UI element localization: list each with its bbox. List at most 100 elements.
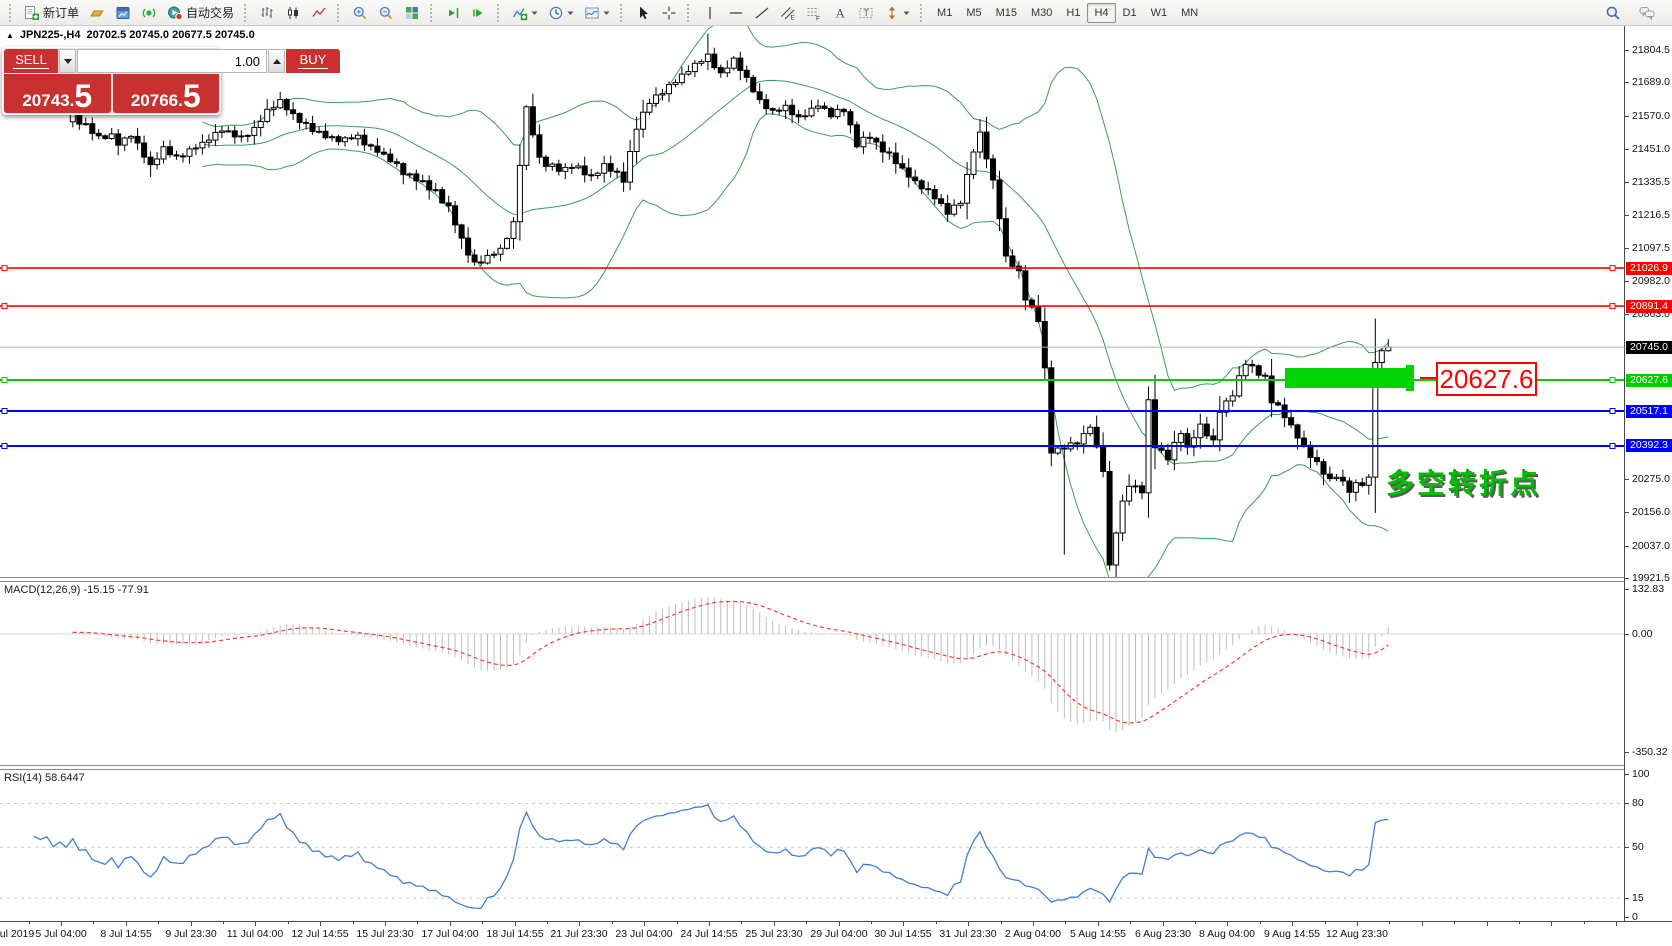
buy-price-dot: . bbox=[178, 91, 183, 110]
buy-button[interactable]: BUY bbox=[286, 49, 340, 73]
time-tick bbox=[61, 922, 62, 926]
chart-collapse-icon[interactable]: ▲ bbox=[6, 30, 14, 40]
autotrading-button[interactable]: 自动交易 bbox=[162, 2, 239, 24]
support-line-1[interactable] bbox=[0, 408, 1624, 414]
timeframe-m5-button[interactable]: M5 bbox=[959, 3, 988, 23]
time-tick-label: 18 Jul 14:55 bbox=[486, 928, 544, 940]
timeframe-h1-button[interactable]: H1 bbox=[1059, 3, 1087, 23]
zoom-in-button[interactable] bbox=[347, 2, 373, 24]
indicators-button[interactable] bbox=[507, 2, 543, 24]
arrows-button[interactable] bbox=[879, 2, 915, 24]
timeframe-m15-button[interactable]: M15 bbox=[989, 3, 1024, 23]
new-order-icon bbox=[24, 5, 40, 21]
svg-text:T: T bbox=[864, 8, 870, 18]
line-price-label: 20627.6 bbox=[1626, 374, 1672, 387]
support-zone-rectangle[interactable] bbox=[1285, 368, 1414, 388]
timeframe-h4-button[interactable]: H4 bbox=[1087, 2, 1116, 23]
rsi-subwindow-canvas[interactable] bbox=[0, 770, 1624, 921]
main-chart-canvas[interactable] bbox=[0, 26, 1624, 577]
chat-button[interactable] bbox=[1634, 2, 1660, 24]
trendline-icon bbox=[754, 5, 770, 21]
signal-button[interactable] bbox=[136, 2, 162, 24]
timeframe-m1-button[interactable]: M1 bbox=[930, 3, 959, 23]
channel-button[interactable]: E bbox=[775, 2, 801, 24]
candles-icon bbox=[285, 5, 301, 21]
resistance-line-1[interactable] bbox=[0, 265, 1624, 272]
text-label-icon: T bbox=[858, 5, 874, 21]
chart-window-button[interactable] bbox=[110, 2, 136, 24]
chart-ohlc-values: 20702.5 20745.0 20677.5 20745.0 bbox=[86, 29, 255, 41]
sell-price-fraction: 5 bbox=[74, 78, 93, 114]
axis-tick bbox=[1625, 634, 1629, 635]
toolbar-grip bbox=[244, 3, 251, 22]
axis-tick bbox=[1625, 774, 1629, 775]
resistance-line-2[interactable] bbox=[0, 303, 1624, 310]
time-tick bbox=[1098, 922, 1099, 926]
timeframe-d1-button[interactable]: D1 bbox=[1116, 3, 1144, 23]
timeframe-w1-button[interactable]: W1 bbox=[1144, 3, 1175, 23]
sell-price-main: 20743 bbox=[22, 91, 70, 110]
rsi-line bbox=[33, 804, 1389, 909]
axis-tick bbox=[1625, 917, 1629, 918]
time-tick bbox=[1260, 922, 1261, 924]
volume-decrease-button[interactable] bbox=[59, 49, 76, 73]
zone-price-callout[interactable]: 20627.6 bbox=[1436, 362, 1537, 396]
turning-point-annotation[interactable]: 多空转折点 bbox=[1386, 468, 1542, 499]
trendline-button[interactable] bbox=[749, 2, 775, 24]
gold-button[interactable] bbox=[84, 2, 110, 24]
fibonacci-button[interactable]: F bbox=[801, 2, 827, 24]
text-button[interactable]: A bbox=[827, 2, 853, 24]
crosshair-button[interactable] bbox=[656, 2, 682, 24]
time-tick-label: 25 Jul 23:30 bbox=[745, 928, 803, 940]
volume-input[interactable] bbox=[77, 49, 267, 73]
cursor-button[interactable] bbox=[630, 2, 656, 24]
timeframe-mn-button[interactable]: MN bbox=[1174, 3, 1205, 23]
time-tick bbox=[320, 922, 321, 926]
templates-button[interactable] bbox=[579, 2, 615, 24]
support-zone-handle[interactable] bbox=[1406, 365, 1414, 391]
price-tick-label: 50 bbox=[1632, 841, 1644, 853]
tile-windows-button[interactable] bbox=[399, 2, 425, 24]
time-tick-label: 24 Jul 14:55 bbox=[680, 928, 738, 940]
time-tick bbox=[968, 922, 969, 926]
line-chart-button[interactable] bbox=[306, 2, 332, 24]
periods-button[interactable] bbox=[543, 2, 579, 24]
chart-shift-button[interactable] bbox=[440, 2, 466, 24]
text-label-button[interactable]: T bbox=[853, 2, 879, 24]
callout-connector-line bbox=[1420, 377, 1436, 379]
timeframe-m30-button[interactable]: M30 bbox=[1024, 3, 1059, 23]
toolbar: 新订单 自动交易 E F A T M1 M5 M15 M30 H1 H4 D1 W1 MN bbox=[0, 0, 1672, 26]
volume-increase-button[interactable] bbox=[268, 49, 285, 73]
zoom-in-icon bbox=[352, 5, 368, 21]
sell-price-button[interactable]: 20743. 5 bbox=[4, 74, 111, 113]
toolbar-grip bbox=[920, 3, 927, 22]
axis-tick bbox=[1625, 803, 1629, 804]
auto-scroll-button[interactable] bbox=[466, 2, 492, 24]
fibo-icon: F bbox=[806, 5, 822, 21]
support-line-2[interactable] bbox=[0, 443, 1624, 449]
new-order-button[interactable]: 新订单 bbox=[19, 2, 84, 24]
price-tick-label: 21216.5 bbox=[1632, 209, 1670, 221]
price-axis[interactable]: 21804.5 21689.0 21570.0 21451.0 21335.5 21216… bbox=[1624, 26, 1672, 923]
search-button[interactable] bbox=[1600, 2, 1626, 24]
chevron-down-icon bbox=[603, 5, 610, 21]
time-tick-label: 17 Jul 04:00 bbox=[421, 928, 479, 940]
bars-chart-button[interactable] bbox=[254, 2, 280, 24]
time-tick bbox=[1195, 922, 1196, 924]
line-price-label: 20517.1 bbox=[1626, 405, 1672, 418]
svg-text:A: A bbox=[836, 5, 846, 20]
vertical-line-button[interactable] bbox=[697, 2, 723, 24]
window-separator[interactable] bbox=[0, 765, 1624, 770]
buy-price-button[interactable]: 20766. 5 bbox=[112, 74, 219, 113]
time-tick bbox=[677, 922, 678, 924]
window-separator[interactable] bbox=[0, 577, 1624, 582]
macd-subwindow-canvas[interactable] bbox=[0, 582, 1624, 765]
price-tick-label: 21689.0 bbox=[1632, 76, 1670, 88]
zoom-out-button[interactable] bbox=[373, 2, 399, 24]
time-tick bbox=[158, 922, 159, 924]
sell-button[interactable]: SELL bbox=[4, 49, 58, 73]
candlestick-chart-button[interactable] bbox=[280, 2, 306, 24]
time-tick bbox=[29, 922, 30, 924]
horizontal-line-button[interactable] bbox=[723, 2, 749, 24]
